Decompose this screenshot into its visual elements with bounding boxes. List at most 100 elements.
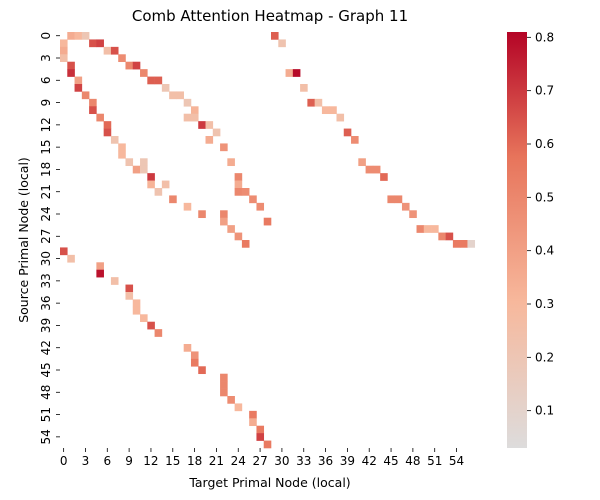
heatmap-cell	[234, 232, 243, 241]
y-tick-label: 6	[39, 76, 53, 84]
heatmap-cell	[329, 106, 337, 115]
heatmap-cell	[89, 39, 97, 48]
colorbar-tick-label: 0.6	[535, 137, 554, 151]
heatmap-cell	[81, 32, 90, 40]
y-tick-label: 33	[39, 273, 53, 288]
heatmap-cell	[110, 136, 119, 144]
colorbar-tick-label: 0.8	[535, 30, 554, 44]
y-tick-label: 24	[39, 206, 53, 221]
heatmap-cell	[300, 84, 308, 92]
heatmap-cell	[234, 180, 243, 189]
heatmap-cell	[183, 202, 192, 211]
y-tick-label: 48	[39, 385, 53, 400]
heatmap-cell	[234, 188, 243, 196]
x-tick-label: 3	[82, 454, 90, 468]
y-tick-label: 12	[39, 117, 53, 132]
heatmap-cell	[110, 277, 119, 285]
y-tick-label: 45	[39, 362, 53, 377]
x-tick-label: 30	[274, 454, 289, 468]
x-axis-ticks: 0 3 6 9 12 15 18 21 24 27 30 33 36 39 42 45 48 51 54	[60, 448, 464, 468]
colorbar-tick-label: 0.4	[535, 244, 554, 258]
heatmap-cell	[96, 113, 104, 122]
x-tick-label: 15	[165, 454, 180, 468]
heatmap-cell	[249, 418, 257, 427]
heatmap-cell	[460, 240, 468, 248]
heatmap-cell	[60, 39, 68, 48]
heatmap-cell	[110, 46, 119, 55]
heatmap-cell	[96, 269, 104, 278]
heatmap-cell	[307, 98, 315, 107]
colorbar	[507, 32, 527, 448]
heatmap-cell	[132, 299, 141, 308]
heatmap-cell	[212, 128, 221, 137]
heatmap-cell	[81, 91, 90, 100]
heatmap-cell	[234, 403, 243, 412]
x-tick-label: 27	[252, 454, 267, 468]
heatmap-cell	[438, 232, 446, 241]
heatmap-cell	[387, 195, 395, 204]
heatmap-cell	[96, 39, 104, 48]
heatmap-cell	[205, 136, 214, 144]
x-tick-label: 36	[318, 454, 333, 468]
heatmap-cell	[67, 32, 75, 40]
heatmap-cell	[96, 262, 104, 271]
colorbar-ticks: 0.1 0.2 0.3 0.4 0.5 0.6 0.7 0.8	[527, 30, 554, 418]
heatmap-cell	[140, 314, 148, 323]
heatmap-cell	[256, 425, 265, 434]
y-tick-label: 42	[39, 340, 53, 355]
heatmap-cell	[132, 165, 141, 174]
heatmap-cell	[249, 410, 257, 419]
heatmap-cell	[278, 39, 286, 48]
colorbar-tick-label: 0.2	[535, 350, 554, 364]
y-tick-label: 30	[39, 251, 53, 266]
heatmap-cell	[103, 121, 112, 129]
x-tick-label: 39	[340, 454, 355, 468]
heatmap-cell	[256, 202, 265, 211]
heatmap-cell	[205, 121, 214, 129]
heatmap-cell	[190, 106, 199, 115]
heatmap-cell	[60, 247, 68, 256]
heatmap-cell	[227, 158, 235, 167]
x-axis-label: Target Primal Node (local)	[188, 475, 350, 490]
heatmap-cell	[147, 76, 155, 85]
heatmap-cell	[220, 210, 228, 219]
x-tick-label: 51	[427, 454, 442, 468]
y-tick-label: 54	[39, 429, 53, 444]
heatmap-cell	[161, 84, 170, 92]
heatmap-cell	[67, 254, 75, 263]
heatmap-cell	[227, 225, 235, 233]
heatmap-cell	[292, 69, 301, 77]
y-tick-label: 9	[39, 99, 53, 107]
x-tick-label: 21	[209, 454, 224, 468]
heatmap-cell	[169, 91, 177, 100]
heatmap-cell	[423, 225, 432, 233]
heatmap-cell	[445, 232, 454, 241]
heatmap-cell	[60, 46, 68, 55]
x-tick-label: 45	[383, 454, 398, 468]
heatmap-cell	[227, 396, 235, 404]
heatmap-cell	[176, 91, 184, 100]
heatmap-cell	[103, 128, 112, 137]
heatmap-cell	[241, 240, 250, 248]
heatmap-cell	[256, 433, 265, 441]
heatmap-cell	[190, 351, 199, 360]
heatmap-cell	[89, 106, 97, 115]
heatmap-cell	[321, 106, 330, 115]
heatmap-cell	[132, 306, 141, 315]
y-tick-label: 36	[39, 295, 53, 310]
y-tick-label: 3	[39, 54, 53, 62]
heatmap-cell	[140, 158, 148, 167]
heatmap-cell	[198, 210, 206, 219]
y-tick-label: 15	[39, 139, 53, 154]
heatmap-cell	[431, 225, 439, 233]
heatmap-cell	[67, 69, 75, 77]
heatmap-cell	[220, 217, 228, 226]
heatmap-cell	[220, 143, 228, 152]
x-tick-label: 42	[362, 454, 377, 468]
heatmap-cell	[249, 195, 257, 204]
colorbar-tick-label: 0.1	[535, 404, 554, 418]
y-tick-label: 0	[39, 32, 53, 40]
heatmap-cell	[220, 388, 228, 397]
